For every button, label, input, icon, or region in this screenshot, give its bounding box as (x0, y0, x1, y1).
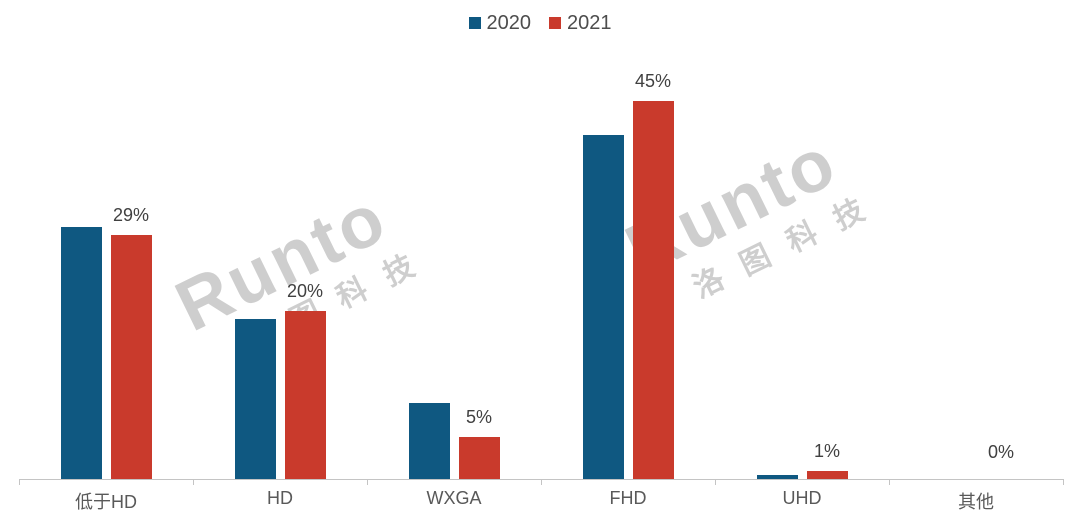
value-label-FHD: 45% (634, 71, 672, 91)
bar-group-其他: 0% (889, 0, 1063, 479)
legend: 2020 2021 (0, 13, 1080, 33)
bar-2021-FHD (632, 101, 674, 479)
x-axis-tick (541, 479, 542, 485)
legend-swatch-2021 (549, 17, 561, 29)
value-label-HD: 20% (286, 281, 324, 301)
bar-group-HD: 20% (193, 0, 367, 479)
bar-2020-FHD (582, 135, 624, 479)
bar-2021-WXGA (458, 437, 500, 479)
x-axis-tick (889, 479, 890, 485)
bar-2020-UHD (756, 475, 798, 479)
value-label-WXGA: 5% (465, 407, 493, 427)
x-axis-labels: 低于HD HD WXGA FHD UHD 其他 (19, 488, 1063, 514)
x-axis-tick (715, 479, 716, 485)
bar-group-低于HD: 29% (19, 0, 193, 479)
bar-2021-HD (284, 311, 326, 479)
value-label-低于HD: 29% (112, 205, 150, 225)
legend-label: 2021 (567, 12, 612, 34)
bar-group-UHD: 1% (715, 0, 889, 479)
x-axis-label-其他: 其他 (958, 492, 994, 512)
bar-group-FHD: 45% (541, 0, 715, 479)
bar-2020-HD (234, 319, 276, 479)
bar-2020-低于HD (60, 227, 102, 479)
value-label-UHD: 1% (813, 441, 841, 461)
value-label-其他: 0% (987, 442, 1015, 462)
legend-item-2021: 2021 (549, 13, 612, 33)
bar-2021-UHD (806, 471, 848, 479)
bar-group-WXGA: 5% (367, 0, 541, 479)
legend-label: 2020 (486, 12, 532, 34)
x-axis-tick (19, 479, 20, 485)
x-axis-tick (367, 479, 368, 485)
x-axis-label-HD: HD (267, 488, 293, 508)
x-axis-tick (193, 479, 194, 485)
legend-swatch-2020 (468, 17, 481, 29)
x-axis-label-低于HD: 低于HD (75, 492, 137, 512)
bar-2020-WXGA (408, 403, 450, 479)
x-axis-label-UHD: UHD (782, 488, 822, 508)
x-axis-label-FHD: FHD (609, 488, 647, 508)
plot-area: 29% 20% 5% 45% 1% 0% (19, 0, 1063, 479)
x-axis-label-WXGA: WXGA (426, 488, 482, 508)
x-axis-tick (1063, 479, 1064, 485)
bar-2021-低于HD (110, 235, 152, 479)
legend-item-2020: 2020 (468, 12, 532, 34)
